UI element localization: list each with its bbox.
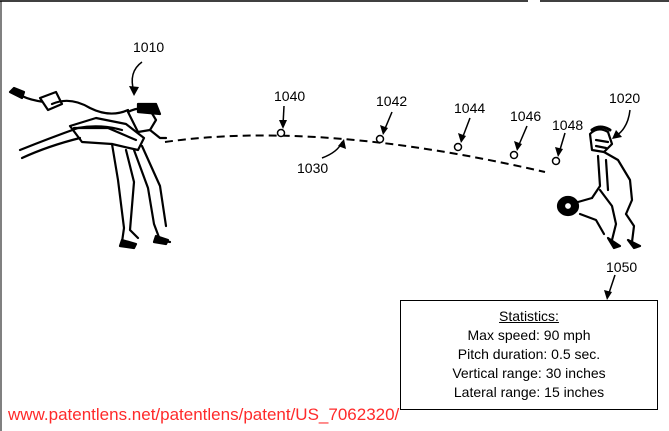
trajectory-point-1048 bbox=[553, 158, 560, 165]
catcher-figure-icon bbox=[558, 127, 640, 248]
label-point-1040: 1040 bbox=[274, 88, 305, 104]
label-catcher: 1020 bbox=[609, 90, 640, 106]
label-trajectory: 1030 bbox=[297, 160, 328, 176]
stat-vertical-range: Vertical range: 30 inches bbox=[401, 364, 657, 383]
label-statistics-ref: 1050 bbox=[606, 259, 637, 275]
trajectory-point-1040 bbox=[278, 130, 285, 137]
trajectory-point-1046 bbox=[511, 152, 518, 159]
trajectory-point-1042 bbox=[377, 136, 384, 143]
label-point-1046: 1046 bbox=[510, 108, 541, 124]
label-point-1048: 1048 bbox=[552, 117, 583, 133]
trajectory-point-1044 bbox=[455, 144, 462, 151]
source-watermark: www.patentlens.net/patentlens/patent/US_… bbox=[8, 405, 399, 425]
statistics-box: Statistics: Max speed: 90 mph Pitch dura… bbox=[400, 300, 658, 410]
label-pitcher: 1010 bbox=[133, 39, 164, 55]
stat-lateral-range: Lateral range: 15 inches bbox=[401, 383, 657, 402]
pitcher-figure-icon bbox=[10, 88, 170, 248]
pitch-trajectory bbox=[165, 135, 545, 172]
label-point-1044: 1044 bbox=[454, 100, 485, 116]
stat-pitch-duration: Pitch duration: 0.5 sec. bbox=[401, 345, 657, 364]
stat-max-speed: Max speed: 90 mph bbox=[401, 326, 657, 345]
label-point-1042: 1042 bbox=[376, 93, 407, 109]
statistics-title: Statistics: bbox=[401, 307, 657, 326]
